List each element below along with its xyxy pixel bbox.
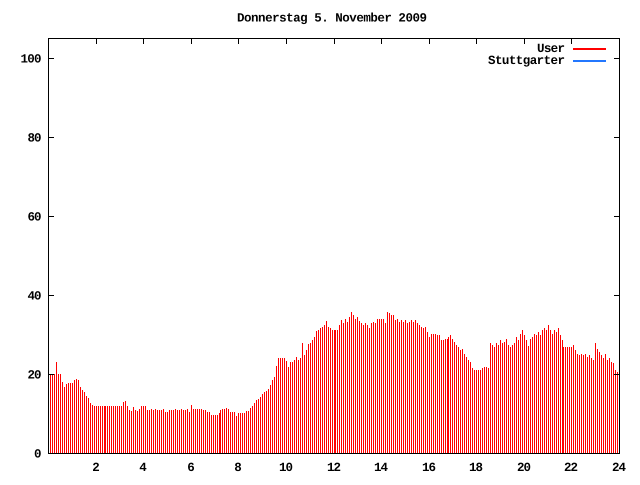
svg-text:60: 60 — [28, 211, 42, 225]
svg-text:Donnerstag 5. November 2009: Donnerstag 5. November 2009 — [237, 12, 427, 26]
svg-text:24: 24 — [612, 461, 626, 475]
svg-text:6: 6 — [187, 461, 195, 475]
svg-text:10: 10 — [279, 461, 293, 475]
svg-text:14: 14 — [374, 461, 388, 475]
svg-text:Stuttgarter: Stuttgarter — [488, 54, 565, 68]
svg-text:16: 16 — [422, 461, 436, 475]
svg-text:User: User — [537, 42, 565, 56]
svg-text:20: 20 — [517, 461, 531, 475]
svg-text:4: 4 — [139, 461, 147, 475]
svg-text:12: 12 — [327, 461, 341, 475]
svg-text:40: 40 — [28, 290, 42, 304]
svg-text:8: 8 — [234, 461, 242, 475]
svg-text:80: 80 — [28, 132, 42, 146]
svg-text:18: 18 — [469, 461, 483, 475]
svg-text:20: 20 — [28, 369, 42, 383]
svg-text:0: 0 — [34, 448, 42, 462]
svg-text:2: 2 — [92, 461, 100, 475]
svg-text:22: 22 — [564, 461, 578, 475]
svg-text:100: 100 — [21, 53, 42, 67]
